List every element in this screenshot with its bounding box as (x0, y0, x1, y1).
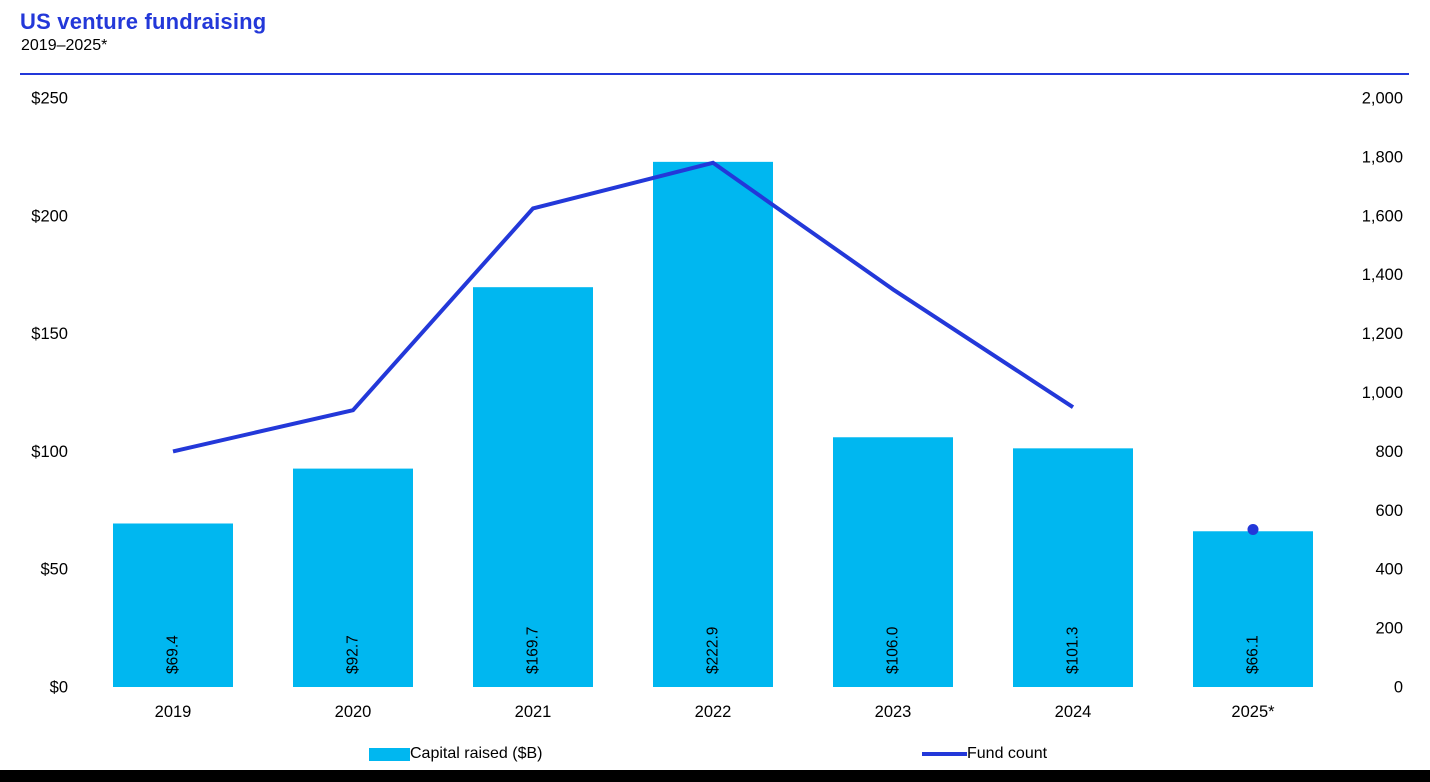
bar-value-label-2022: $222.9 (705, 627, 722, 674)
bar-value-label-2023: $106.0 (885, 626, 902, 674)
x-axis-label-2023: 2023 (875, 703, 912, 721)
bar-2025* (1193, 531, 1313, 687)
bar-2021 (473, 287, 593, 687)
x-axis-label-2019: 2019 (155, 703, 192, 721)
right-axis-tick: 1,600 (1362, 207, 1403, 225)
chart-canvas: $0 $50 $100 $150 $200 $250 0 200 400 600 800 1,000 1… (31, 90, 1403, 722)
bar-value-label-2021: $169.7 (525, 627, 542, 674)
legend-item-fund-count: Fund count (922, 745, 1047, 763)
bar-2020 (293, 468, 413, 687)
right-axis-tick: 1,200 (1362, 325, 1403, 343)
right-axis-tick: 1,800 (1362, 148, 1403, 166)
left-axis-tick: $250 (31, 90, 68, 108)
bar-value-label-2020: $92.7 (345, 635, 362, 674)
page-subtitle: 2019–2025* (21, 37, 108, 54)
header-divider-line (20, 73, 1409, 75)
fund-count-line (172, 160, 1075, 454)
right-axis-tick: 2,000 (1362, 90, 1403, 108)
left-axis-tick: $0 (50, 679, 68, 697)
x-axis-label-2020: 2020 (335, 703, 372, 721)
x-axis-label-2024: 2024 (1055, 703, 1092, 721)
legend-label-capital-raised: Capital raised ($B) (410, 745, 543, 762)
right-axis-tick: 0 (1394, 679, 1403, 697)
right-axis-tick: 1,000 (1362, 384, 1403, 402)
left-axis-tick: $100 (31, 443, 68, 461)
page-title: US venture fundraising (20, 9, 267, 34)
fund-count-swatch (922, 752, 967, 756)
footer-black-bar (0, 770, 1430, 782)
bar-value-label-2024: $101.3 (1065, 627, 1082, 674)
bar-2023 (833, 437, 953, 687)
bar-value-label-2019: $69.4 (165, 635, 182, 674)
right-axis-tick: 800 (1375, 443, 1403, 461)
bar-2024 (1013, 448, 1133, 687)
right-axis-tick: 1,400 (1362, 266, 1403, 284)
x-axis-label-2022: 2022 (695, 703, 732, 721)
capital-raised-swatch (369, 747, 410, 761)
bar-value-label-2025*: $66.1 (1245, 635, 1262, 674)
legend-label-fund-count: Fund count (967, 745, 1048, 762)
left-axis-tick: $200 (31, 207, 68, 225)
bar-2022 (653, 161, 773, 687)
fund-count-point-2025* (1247, 523, 1259, 535)
x-axis-label-2025*: 2025* (1231, 703, 1275, 721)
right-axis-tick: 200 (1375, 620, 1403, 638)
right-axis-tick: 600 (1375, 502, 1403, 520)
bar-2019 (113, 523, 233, 687)
left-axis-tick: $150 (31, 325, 68, 343)
legend-item-capital-raised: Capital raised ($B) (369, 745, 543, 763)
right-axis-tick: 400 (1375, 561, 1403, 579)
left-axis-tick: $50 (40, 561, 68, 579)
x-axis-label-2021: 2021 (515, 703, 552, 721)
